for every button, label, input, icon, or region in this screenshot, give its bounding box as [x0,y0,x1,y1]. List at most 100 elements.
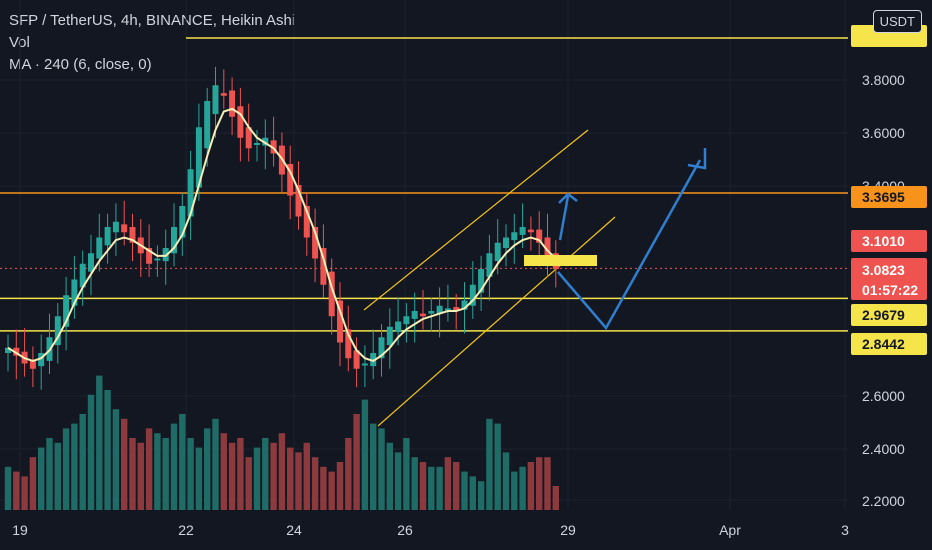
candle-body [353,350,360,369]
y-tick-label: 3.8000 [862,72,905,88]
candle-body [395,321,402,332]
candle-body [71,279,78,306]
up-arrow-line [558,195,570,241]
symbol-title[interactable]: SFP / TetherUS, 4h, BINANCE, Heikin Ashi [9,12,296,29]
volume-bar [187,438,194,510]
volume-bar [519,466,526,510]
y-tick-label: 2.6000 [862,388,905,404]
y-tick-label: 3.6000 [862,125,905,141]
candle-body [179,206,186,238]
channel-upper-line [363,129,589,311]
volume-indicator-label[interactable]: Vol [9,34,30,51]
volume-bar [486,418,493,510]
volume-bar [336,462,344,510]
volume-bar [162,438,169,510]
candle-body [154,258,161,261]
candle-body [54,316,61,346]
volume-bar [29,457,37,510]
price-tag-bg [851,230,927,252]
candle-body [229,90,236,117]
horizontal-levels[interactable] [0,37,848,332]
volume-bar [137,442,144,510]
candle-body [104,227,111,246]
volume-bar [154,433,161,510]
volume-bar [278,433,286,510]
volume-bar [62,428,70,510]
volume-bar [477,481,485,510]
volume-bar [87,394,95,510]
price-tag-value: 3.1010 [862,233,905,249]
volume-bar [295,452,302,510]
volume-bar [237,438,244,510]
candle-body [444,308,451,311]
candle-body [237,106,244,138]
volume-bar [38,447,45,510]
candle-body [79,263,86,288]
candle-body [88,253,94,272]
trend-channel[interactable] [363,129,616,427]
candle-body [461,300,468,310]
countdown-timer: 01:57:22 [862,282,918,298]
channel-lower-line [377,216,616,427]
volume-bar [21,476,28,510]
x-tick-label: 29 [560,522,576,538]
volume-bar [536,457,543,510]
y-tick-label: 2.2000 [862,493,905,509]
x-tick-label: 26 [397,522,413,538]
volume-bar [320,466,327,510]
candle-body [361,363,368,366]
annotations[interactable] [524,148,707,331]
highlight-box [524,255,597,266]
volume-bar [145,428,153,510]
candle-body [403,316,410,325]
candles [5,66,559,390]
volume-bar [228,442,236,510]
price-tag-bg [851,333,927,355]
candle-body [469,284,476,306]
projection-path [557,159,702,331]
candle-body [295,185,302,217]
volume-bar [511,471,518,510]
volume-bar [104,390,111,510]
candle-body [212,85,219,115]
volume-bar [96,375,103,510]
time-axis[interactable]: 19 22 24 26 29 Apr 3 [12,522,849,538]
volume-bar [287,447,294,510]
volume-bar [345,438,352,510]
volume-bar [461,471,468,510]
volume-bar [494,423,501,510]
price-tag-value: 3.3695 [862,189,905,205]
volume-bar [527,462,535,510]
currency-button[interactable]: USDT [872,10,922,33]
candle-body [420,313,426,317]
candle-body [345,329,352,359]
volume-bar [4,466,12,510]
x-tick-label: Apr [719,522,741,538]
candle-body [320,248,327,285]
volume-bar [544,457,551,510]
volume-bars [4,375,559,510]
x-tick-label: 24 [286,522,302,538]
volume-bar [212,418,219,510]
volume-bar [270,442,277,510]
candle-body [112,221,119,233]
projection-arrow-head [687,148,707,170]
volume-bar [253,447,261,510]
ma-indicator-label[interactable]: MA · 240 (6, close, 0) [9,56,152,73]
price-tag-bg [851,186,927,208]
candle-body [254,143,260,145]
volume-bar [179,414,186,510]
volume-bar [311,457,319,510]
volume-bar [361,399,369,510]
candle-body [494,242,501,262]
volume-bar [436,466,443,510]
volume-bar [411,457,418,510]
x-tick-label: 22 [178,522,194,538]
candle-body [536,229,543,243]
price-tag-bg [851,304,927,326]
volume-bar [46,438,53,510]
candle-body [204,101,211,149]
candle-body [171,227,177,254]
